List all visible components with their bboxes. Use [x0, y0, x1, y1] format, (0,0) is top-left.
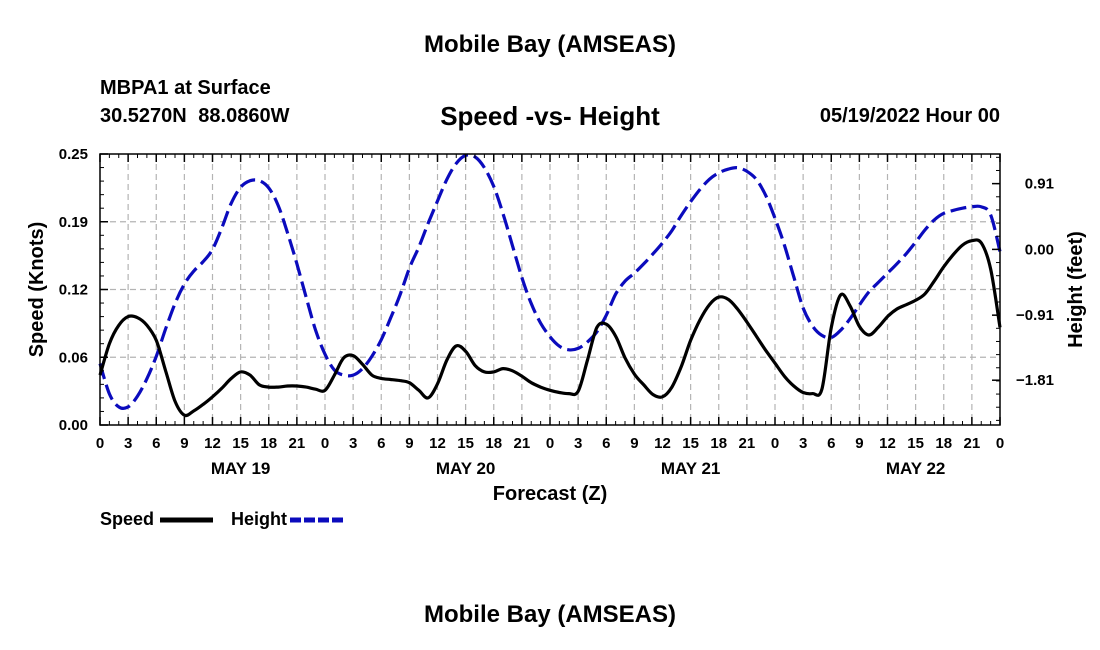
day-label: MAY 22: [886, 459, 946, 478]
x-tick-label: 3: [799, 435, 807, 452]
x-tick-label: 12: [204, 435, 221, 452]
footer-title: Mobile Bay (AMSEAS): [423, 601, 677, 628]
x-tick-label: 18: [710, 435, 727, 452]
station-coords: 30.5270N 88.0860W: [100, 105, 290, 127]
axes: 0 3 6 9 12 15 18 21 0 3 6 9 12 15 18 21 0 3 6 9 12 15 18 21 0 3 6 9…: [59, 146, 1054, 478]
series-line-speed: [98, 238, 1002, 418]
y-tick-label-left: 0.00: [59, 417, 88, 434]
y-axis-label-left: Speed (Knots): [26, 222, 48, 358]
y-tick-label-right: 0.91: [1025, 176, 1054, 193]
x-tick-label: 21: [739, 435, 756, 452]
x-tick-label: 9: [855, 435, 863, 452]
y-tick-label-left: 0.06: [59, 349, 88, 366]
x-tick-label: 3: [574, 435, 582, 452]
x-tick-label: 6: [827, 435, 835, 452]
x-tick-label: 21: [514, 435, 531, 452]
x-tick-label: 6: [377, 435, 385, 452]
day-label: MAY 19: [211, 459, 271, 478]
y-tick-label-right: 0.00: [1025, 241, 1054, 258]
x-tick-label: 9: [405, 435, 413, 452]
x-tick-label: 0: [996, 435, 1004, 452]
day-label: MAY 20: [436, 459, 496, 478]
y-tick-label-left: 0.25: [59, 146, 88, 163]
x-tick-label: 6: [602, 435, 610, 452]
main-title: Mobile Bay (AMSEAS): [423, 31, 677, 58]
x-tick-label: 18: [260, 435, 277, 452]
y-tick-label-right: −1.81: [1016, 372, 1054, 389]
y-tick-label-right: −0.91: [1016, 307, 1054, 324]
day-label: MAY 21: [661, 459, 721, 478]
x-tick-label: 12: [879, 435, 896, 452]
x-tick-label: 6: [152, 435, 160, 452]
series-line-height: [98, 153, 1002, 410]
x-tick-label: 18: [935, 435, 952, 452]
legend-label-height: Height: [231, 509, 287, 529]
x-tick-label: 0: [546, 435, 554, 452]
legend: Speed Height: [100, 509, 343, 529]
x-tick-label: 0: [771, 435, 779, 452]
x-tick-label: 3: [349, 435, 357, 452]
forecast-date: 05/19/2022 Hour 00: [819, 105, 1000, 127]
x-tick-label: 9: [180, 435, 188, 452]
x-tick-label: 21: [964, 435, 981, 452]
x-tick-label: 21: [289, 435, 306, 452]
series-layer: [98, 153, 1002, 418]
x-tick-label: 12: [654, 435, 671, 452]
x-tick-label: 0: [321, 435, 329, 452]
y-axis-label-right: Height (feet): [1065, 231, 1087, 348]
x-tick-label: 15: [457, 435, 474, 452]
legend-label-speed: Speed: [100, 509, 154, 529]
station-name: MBPA1 at Surface: [100, 77, 271, 99]
x-tick-label: 9: [630, 435, 638, 452]
x-tick-label: 18: [485, 435, 502, 452]
x-tick-label: 0: [96, 435, 104, 452]
x-tick-label: 15: [907, 435, 924, 452]
x-tick-label: 15: [682, 435, 699, 452]
x-axis-label: Forecast (Z): [493, 483, 607, 505]
x-tick-label: 3: [124, 435, 132, 452]
y-tick-label-left: 0.12: [59, 282, 88, 299]
x-tick-label: 12: [429, 435, 446, 452]
chart-title: Speed -vs- Height: [440, 101, 660, 131]
y-tick-label-left: 0.19: [59, 214, 88, 231]
x-tick-label: 15: [232, 435, 249, 452]
